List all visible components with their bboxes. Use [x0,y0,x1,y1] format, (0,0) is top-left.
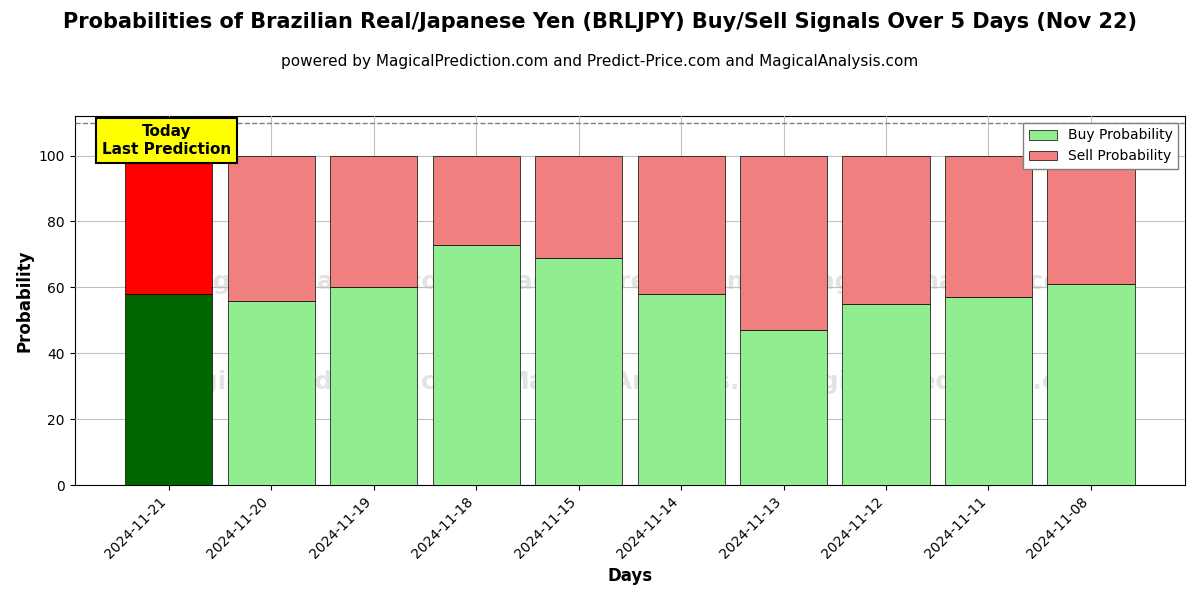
Bar [432,245,520,485]
Text: MagicalAnalysis.com: MagicalAnalysis.com [505,370,799,394]
Bar [637,155,725,294]
Text: Probabilities of Brazilian Real/Japanese Yen (BRLJPY) Buy/Sell Signals Over 5 Da: Probabilities of Brazilian Real/Japanese… [64,12,1138,32]
Bar [125,155,212,294]
Bar [330,287,418,485]
Bar [228,155,314,301]
Bar [228,301,314,485]
Y-axis label: Probability: Probability [16,249,34,352]
Bar [740,330,827,485]
Text: MagicalPrediction.com: MagicalPrediction.com [780,370,1102,394]
Text: Today
Last Prediction: Today Last Prediction [102,124,232,157]
Bar [535,257,622,485]
Text: MagicalAnalysis.com: MagicalAnalysis.com [172,270,466,294]
Text: MagicalPrediction.com: MagicalPrediction.com [492,270,812,294]
Bar [842,304,930,485]
Legend: Buy Probability, Sell Probability: Buy Probability, Sell Probability [1024,123,1178,169]
X-axis label: Days: Days [607,567,653,585]
Text: powered by MagicalPrediction.com and Predict-Price.com and MagicalAnalysis.com: powered by MagicalPrediction.com and Pre… [281,54,919,69]
Text: MagicalPrediction.com: MagicalPrediction.com [158,370,480,394]
Bar [125,294,212,485]
Bar [842,155,930,304]
Bar [330,155,418,287]
Bar [1048,155,1134,284]
Bar [944,297,1032,485]
Bar [637,294,725,485]
Text: MagicalAnalysis.com: MagicalAnalysis.com [794,270,1087,294]
Bar [432,155,520,245]
Bar [740,155,827,330]
Bar [944,155,1032,297]
Bar [1048,284,1134,485]
Bar [535,155,622,257]
